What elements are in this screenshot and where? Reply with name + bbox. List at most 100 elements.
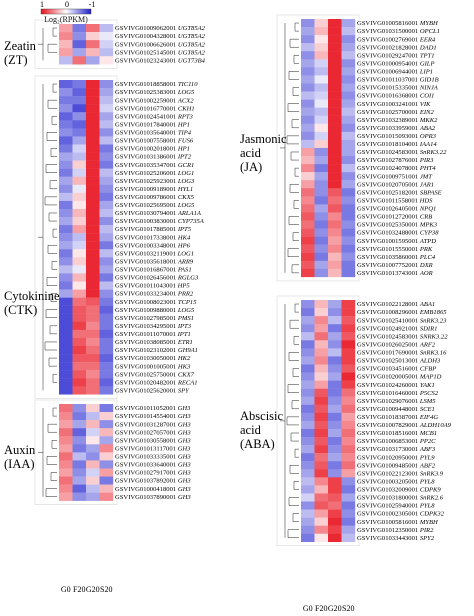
gene-row-label: GSVIVG01033335001 GH3	[115, 454, 191, 461]
gene-name: UGT73B4	[178, 57, 206, 64]
heatmap-cell	[86, 225, 100, 234]
heatmap-cell	[59, 444, 73, 453]
column-label: G20	[328, 604, 342, 613]
gene-row-label: GSVIVG01007558001 FUS6	[115, 138, 194, 145]
gene-row-label: GSVIVG01015093001 OPR3	[357, 133, 437, 140]
heatmap-cell	[301, 228, 315, 237]
dendrogram-branch	[47, 244, 57, 254]
heatmap-cell	[72, 404, 87, 413]
heatmap-cell	[86, 362, 100, 371]
group-label: (ABA)	[240, 437, 275, 451]
gene-row-label: GSVIVG01032009001 CDPK9	[357, 487, 441, 494]
gene-id: GSVIVG01012720001	[357, 214, 420, 221]
gene-row-label: GSVIVG01002259001 ACX2	[115, 97, 194, 104]
heatmap-cell	[314, 340, 329, 349]
dendrogram-branch	[290, 151, 299, 161]
heatmap-cell	[328, 115, 342, 124]
heatmap-cell	[99, 452, 114, 461]
heatmap-cell	[341, 316, 356, 325]
gene-row-label: GSVIVG01020005001 MAP1D	[357, 374, 442, 381]
heatmap-cell	[301, 123, 315, 133]
gene-row-label: GSVIVG01008296001 EMB1865	[357, 309, 447, 316]
heatmap-cell	[328, 396, 342, 405]
gene-name: GH3	[178, 437, 192, 444]
heatmap-cell	[99, 273, 114, 282]
heatmap-cell	[301, 372, 315, 381]
heatmap-cell	[59, 184, 73, 194]
heatmap-cell	[301, 437, 315, 446]
heatmap-cell	[59, 152, 73, 161]
dendrogram-branch	[49, 180, 57, 190]
heatmap-cell	[72, 249, 87, 258]
heatmap-cell	[59, 217, 73, 226]
heatmap-cell	[86, 265, 100, 274]
heatmap-cell	[72, 192, 87, 202]
heatmap-cell	[341, 156, 356, 165]
heatmap-cell	[99, 386, 114, 395]
heatmap-cell	[59, 354, 73, 363]
heatmap-cell	[314, 525, 329, 534]
gene-row-label: GSVIVG01024078001 PHT4	[357, 165, 436, 172]
heatmap-cell	[314, 493, 329, 502]
gene-row-label: GSVIVG01025940001 PYL8	[357, 503, 435, 510]
gene-name: HK2	[177, 355, 191, 362]
gene-id: GSVIVG01016368001	[357, 93, 420, 100]
gene-id: GSVIVG01032488001	[357, 230, 420, 237]
heatmap-cell	[328, 244, 342, 253]
gene-row-label: GSVIVG01025206001 LOG1	[115, 170, 194, 177]
gene-row-label: GSVIVG01011558001 HDS	[357, 197, 433, 204]
heatmap-cell	[341, 123, 356, 133]
gene-row-label: GSVIVG01032389001 MKK2	[357, 117, 438, 124]
gene-id: GSVIVG01000418001	[115, 486, 178, 493]
gene-row-label: GSVIVG01031500001 OPCL1	[357, 28, 440, 35]
heatmap-cell	[99, 354, 114, 363]
gene-id: GSVIVG01016770001	[115, 105, 178, 112]
heatmap-cell	[86, 484, 100, 493]
heatmap-cell	[86, 104, 100, 113]
dendrogram-branch	[288, 352, 299, 361]
heatmap-cell	[72, 305, 87, 314]
heatmap-cell	[314, 396, 329, 405]
heatmap-cell	[99, 184, 114, 194]
gene-name: SnRK3.16	[420, 350, 447, 357]
gene-row-label: GSVIVG01017885001 IPT5	[115, 226, 192, 233]
heatmap-cell	[328, 27, 342, 36]
heatmap-cell	[341, 115, 356, 124]
heatmap-cell	[86, 56, 100, 65]
gene-name: CYP735A	[178, 218, 205, 225]
heatmap-cell	[72, 176, 87, 185]
heatmap-cell	[328, 437, 342, 446]
heatmap-cell	[301, 91, 315, 100]
gene-name: YAK1	[420, 382, 435, 389]
gene-row-label: GSVIVG01025145001 UGT85A2	[115, 49, 206, 56]
gene-row-label: GSVIVG01022123001 SnRK3.9	[357, 470, 444, 477]
heatmap-cell	[59, 200, 73, 210]
heatmap-cell	[341, 420, 356, 430]
gene-id: GSVIVG01013743001	[357, 270, 420, 277]
heatmap-cell	[72, 152, 87, 161]
gene-name: IAA14	[419, 141, 438, 148]
heatmap-cell	[341, 308, 356, 317]
heatmap-cell	[301, 268, 315, 278]
gene-name: GILP	[420, 60, 435, 67]
legend-tick-label: -1	[89, 0, 96, 9]
heatmap-cell	[301, 107, 315, 116]
gene-row-label: GSVIVG01018104001 IAA14	[357, 141, 437, 148]
heatmap-cell	[328, 99, 342, 108]
gene-id: GSVIVG01002305001	[357, 511, 420, 518]
column-label: S20	[100, 585, 112, 594]
heatmap-cell	[59, 88, 73, 97]
heatmap-cell	[314, 308, 329, 317]
gene-id: GSVIVG01031800001	[357, 495, 420, 502]
heatmap-cell	[72, 329, 87, 339]
heatmap-cell	[86, 24, 100, 33]
heatmap-cell	[301, 260, 315, 270]
gene-id: GSVIVG01035860001	[357, 254, 420, 261]
gene-row-label: GSVIVG01031386001 IPT2	[115, 154, 192, 161]
gene-id: GSVIVG01018516001	[357, 430, 420, 437]
heatmap-cell	[328, 340, 342, 349]
gene-id: GSVIVG01025620001	[115, 387, 178, 394]
heatmap-cell	[301, 493, 315, 502]
gene-row-label: GSVIVG01003830001 CYP735A	[115, 218, 205, 225]
gene-name: MYBH	[419, 519, 439, 526]
